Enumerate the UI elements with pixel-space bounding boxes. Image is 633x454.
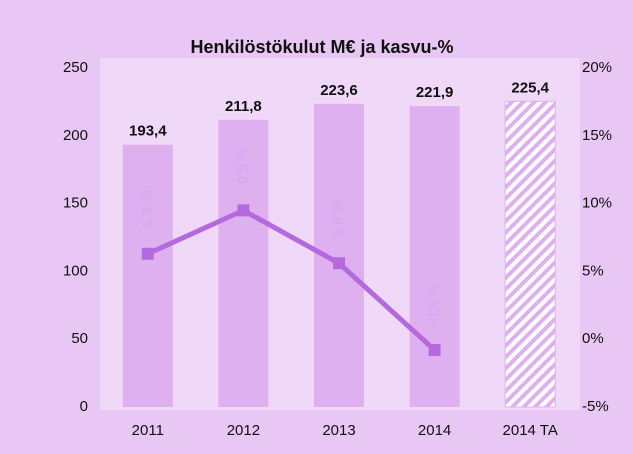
line-marker: [428, 344, 441, 357]
bar: [218, 119, 269, 408]
x-tick-label: 2014 TA: [503, 422, 558, 439]
y2-tick-label: -5%: [582, 398, 609, 415]
line: [146, 207, 437, 352]
y2-tick-label: 10%: [582, 195, 612, 212]
line-marker: [141, 247, 154, 260]
x-tick-label: 2014: [418, 422, 451, 439]
y-tick-label: 100: [63, 262, 88, 279]
y2-tick-label: 15%: [582, 127, 612, 144]
x-tick-label: 2012: [227, 422, 260, 439]
y-tick-label: 150: [63, 195, 88, 212]
line-marker: [237, 204, 250, 217]
line-marker: [333, 257, 345, 270]
bar: [122, 144, 173, 407]
bar-value-label: 211,8: [225, 98, 262, 115]
bar: [504, 100, 556, 408]
x-tick-label: 2013: [322, 422, 355, 439]
line-value-label: 9,5 %: [234, 146, 251, 184]
bar-value-label: 225,4: [511, 79, 549, 96]
line-value-label: -0,8 %: [426, 283, 443, 326]
y-tick-label: 250: [63, 59, 88, 76]
line-value-label: 5,6 %: [330, 199, 347, 237]
bar: [409, 106, 460, 407]
y2-tick-label: 20%: [582, 59, 612, 76]
line-value-label: 6,3 %: [139, 190, 156, 228]
bar-value-label: 193,4: [129, 123, 167, 140]
y-tick-label: 0: [80, 398, 88, 415]
x-tick-label: 2011: [132, 422, 164, 439]
bar-value-label: 223,6: [320, 82, 358, 99]
chart-title: Henkilöstökulut M€ ja kasvu-%: [190, 37, 453, 57]
y-tick-label: 200: [63, 127, 88, 144]
y2-tick-label: 5%: [582, 262, 604, 279]
y-tick-label: 50: [71, 330, 88, 347]
bar-value-label: 221,9: [416, 84, 454, 101]
y2-tick-label: 0%: [582, 330, 604, 347]
